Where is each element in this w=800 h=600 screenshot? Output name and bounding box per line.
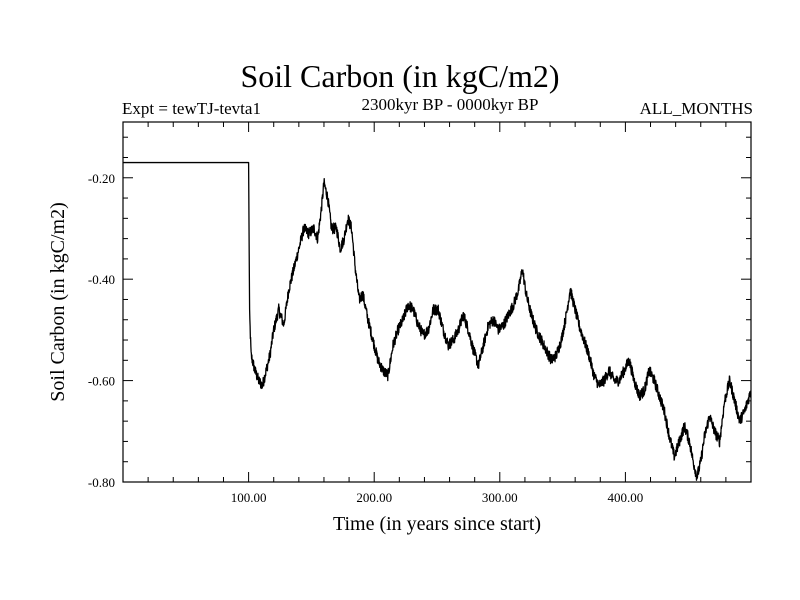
plot-frame [122, 121, 752, 483]
experiment-label: Expt = tewTJ-tevta1 [122, 99, 261, 118]
x-axis-label: Time (in years since start) [333, 513, 541, 535]
y-axis-label: Soil Carbon (in kgC/m2) [47, 202, 69, 401]
chart-subtitle: 2300kyr BP - 0000kyr BP [361, 95, 539, 114]
y-tick-label: -0.40 [88, 272, 115, 287]
x-tick-label: 400.00 [608, 490, 644, 505]
y-tick-label: -0.60 [88, 374, 115, 389]
x-tick-label: 300.00 [482, 490, 518, 505]
months-label: ALL_MONTHS [639, 99, 753, 118]
y-tick-label: -0.20 [88, 171, 115, 186]
chart-title: Soil Carbon (in kgC/m2) [240, 58, 560, 94]
series-line [123, 161, 752, 481]
x-tick-label: 100.00 [231, 490, 267, 505]
y-tick-label: -0.80 [88, 475, 115, 490]
x-tick-label: 200.00 [356, 490, 392, 505]
